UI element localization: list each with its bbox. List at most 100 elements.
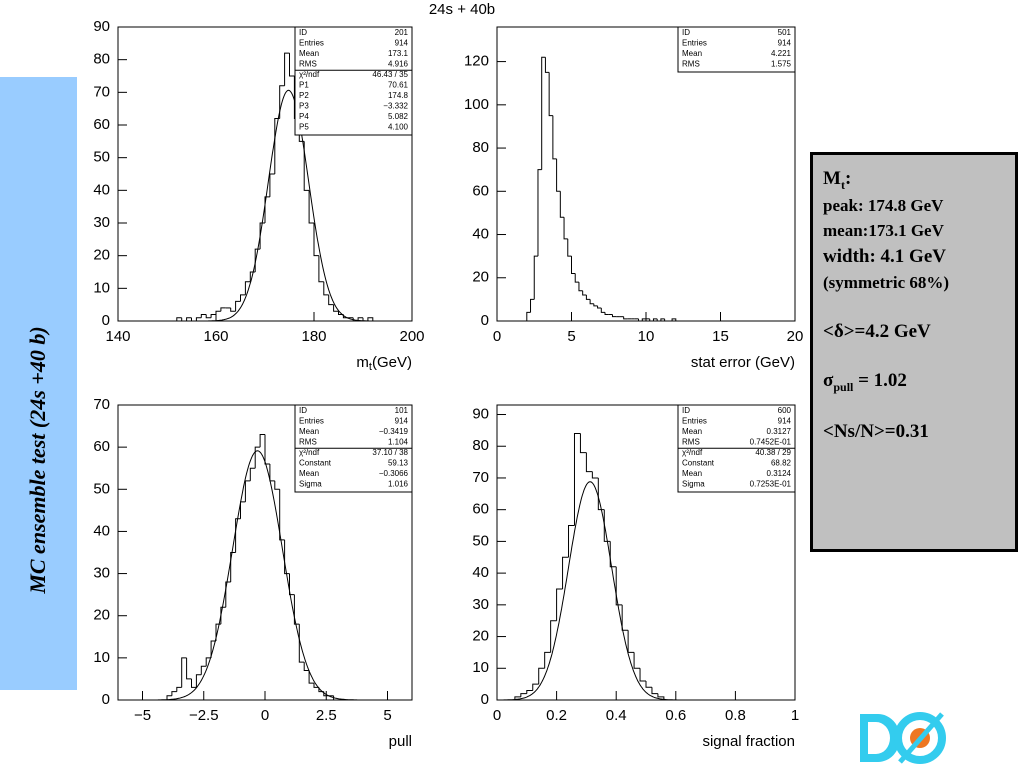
histogram-bin	[649, 318, 654, 322]
y-tick-label: 60	[472, 501, 489, 518]
y-tick-label: 0	[102, 691, 110, 708]
histogram-bin	[578, 282, 583, 292]
histogram-bin	[537, 169, 542, 257]
histogram-bin	[660, 318, 665, 321]
y-tick-label: 30	[93, 565, 110, 582]
histogram-bin	[609, 541, 617, 568]
stats-label: P4	[299, 112, 309, 121]
info-line: <Ns/N>=0.31	[823, 421, 929, 443]
x-axis-label: mt(GeV)	[356, 354, 412, 373]
histogram-bin	[264, 434, 270, 465]
y-tick-label: 60	[93, 438, 110, 455]
x-axis-label-part: (GeV)	[372, 354, 412, 371]
histogram-bin	[520, 693, 527, 697]
histogram-bin	[538, 667, 545, 685]
info-text: M	[823, 168, 841, 189]
info-line: (symmetric 68%)	[823, 273, 950, 293]
histogram-bin	[585, 452, 593, 473]
histogram-bin	[544, 651, 551, 669]
stats-value: 0.7253E-01	[750, 480, 792, 489]
stats-label: Mean	[299, 49, 319, 58]
histogram-bin	[240, 501, 246, 519]
histogram-bin	[244, 281, 251, 295]
histogram-bin	[186, 657, 192, 680]
stats-label: RMS	[299, 60, 317, 69]
histogram-bin	[195, 674, 202, 688]
y-tick-label: 40	[93, 181, 110, 198]
y-tick-label: 120	[464, 53, 489, 70]
stats-value: 0.3127	[767, 427, 792, 436]
histogram-bin	[225, 581, 231, 608]
info-sub: pull	[833, 380, 854, 394]
histogram-bin	[333, 304, 339, 312]
x-tick-label: 0.2	[546, 707, 567, 724]
x-tick-label: 0	[493, 707, 501, 724]
stats-label: P3	[299, 102, 309, 111]
y-tick-label: 60	[93, 116, 110, 133]
y-tick-label: 0	[102, 312, 110, 329]
histogram-bin	[235, 300, 241, 312]
stats-value: 914	[778, 39, 792, 48]
histogram-bin	[313, 223, 319, 257]
histogram-bin	[530, 298, 535, 313]
stats-value: −0.3066	[379, 469, 409, 478]
y-tick-label: 10	[472, 659, 489, 676]
fit-curve	[208, 89, 369, 322]
page-header: 24s + 40b	[429, 1, 495, 18]
stats-value: 914	[395, 39, 409, 48]
histogram-bin	[568, 525, 575, 558]
y-tick-label: 80	[93, 51, 110, 68]
y-tick-label: 0	[481, 312, 489, 329]
stats-box	[294, 26, 413, 136]
y-tick-label: 10	[93, 649, 110, 666]
y-tick-label: 70	[93, 83, 110, 100]
histogram-bin	[645, 680, 652, 688]
stats-value: 68.82	[771, 459, 792, 468]
histogram-bin	[313, 683, 319, 688]
histogram-bin	[308, 190, 314, 224]
stats-value: 1.104	[388, 438, 409, 447]
x-tick-label: 0	[493, 328, 501, 345]
histogram-bin	[220, 606, 226, 625]
stats-label: Sigma	[299, 480, 322, 489]
histogram-bin	[526, 689, 533, 694]
stats-value: 59.13	[388, 459, 409, 468]
histogram-bin	[556, 588, 563, 621]
histogram-bin	[284, 52, 290, 86]
stats-label: ID	[299, 28, 307, 37]
histogram-bin	[230, 307, 236, 312]
logo	[856, 712, 948, 764]
x-tick-label: 15	[712, 328, 729, 345]
histogram-bin	[532, 683, 539, 691]
histogram-bin	[210, 313, 216, 318]
stats-label: ID	[299, 406, 307, 415]
x-tick-label: 0	[261, 707, 269, 724]
fit-curve	[157, 450, 358, 701]
histogram-bin	[200, 313, 207, 318]
logo-o	[894, 712, 946, 764]
histogram-bin	[597, 305, 602, 309]
info-text: = 1.02	[853, 370, 907, 392]
histogram-bin	[176, 317, 182, 321]
stats-value: 174.8	[388, 91, 409, 100]
y-tick-label: 40	[472, 564, 489, 581]
stats-value: 4.100	[388, 123, 409, 132]
histogram-bin	[274, 480, 280, 490]
y-tick-label: 20	[472, 269, 489, 286]
x-tick-label: 200	[399, 328, 424, 345]
histogram-bin	[604, 312, 609, 316]
stats-label: Mean	[299, 427, 319, 436]
histogram-bin	[671, 318, 677, 321]
histogram-bin	[623, 316, 628, 320]
histogram-bin	[289, 53, 295, 77]
y-tick-label: 60	[472, 182, 489, 199]
histogram-bin	[176, 686, 182, 692]
y-tick-label: 80	[472, 437, 489, 454]
histogram-bin	[573, 433, 581, 526]
stats-label: Entries	[299, 39, 324, 48]
histogram-bin	[249, 467, 256, 481]
histogram-bin	[254, 446, 261, 469]
info-line: σpull = 1.02	[823, 367, 1015, 396]
histogram-bin	[582, 290, 587, 296]
